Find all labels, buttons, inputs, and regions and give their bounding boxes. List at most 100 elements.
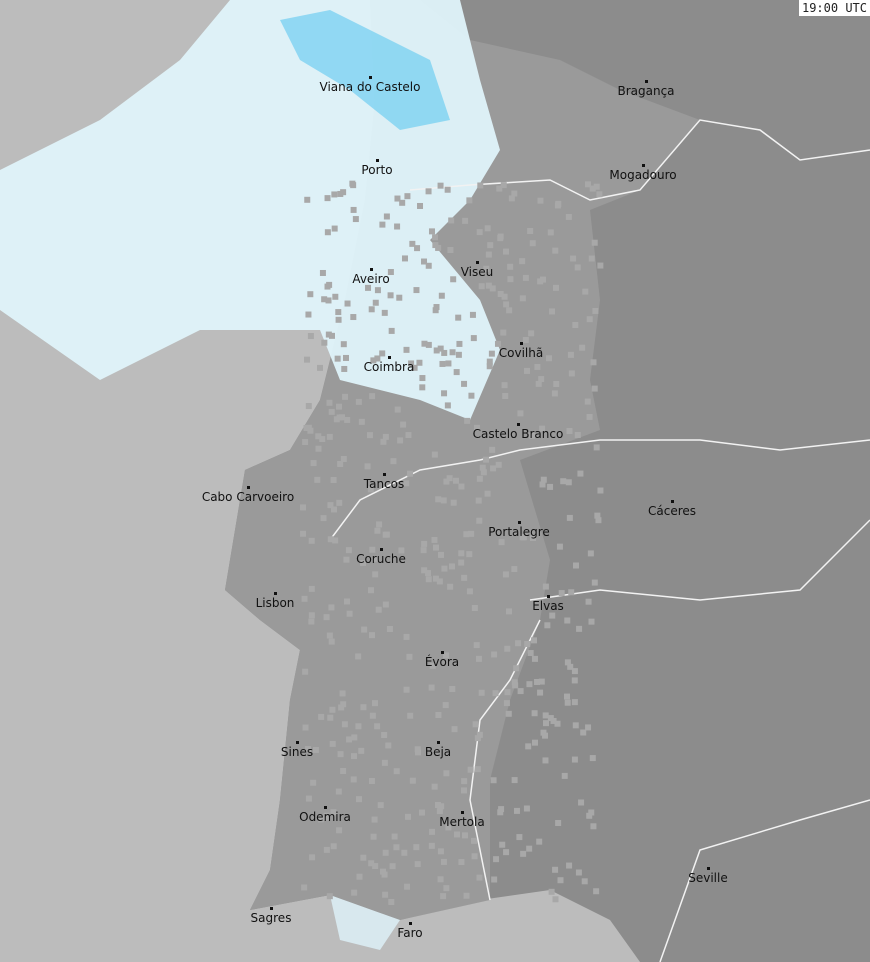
clutter-cell	[519, 295, 526, 302]
clutter-cell	[335, 788, 342, 795]
clutter-cell	[305, 746, 312, 753]
clutter-cell	[369, 393, 376, 400]
city-marker	[409, 922, 412, 925]
clutter-cell	[564, 693, 571, 700]
clutter-cell	[529, 432, 536, 439]
clutter-cell	[503, 248, 510, 255]
city-label: Coimbra	[363, 360, 415, 374]
clutter-cell	[382, 601, 389, 608]
city-label: Portalegre	[488, 525, 550, 539]
clutter-cell	[361, 626, 368, 633]
clutter-cell	[453, 369, 460, 376]
clutter-cell	[387, 292, 394, 299]
clutter-cell	[405, 432, 412, 439]
clutter-cell	[394, 406, 401, 413]
city-label: Covilhã	[498, 346, 544, 360]
clutter-cell	[328, 638, 335, 645]
clutter-cell	[308, 618, 315, 625]
clutter-cell	[489, 446, 496, 453]
clutter-cell	[307, 333, 314, 340]
clutter-cell	[497, 233, 504, 240]
clutter-cell	[421, 567, 428, 574]
city-label: Bragança	[617, 84, 675, 98]
clutter-cell	[332, 293, 339, 300]
clutter-cell	[508, 195, 515, 202]
clutter-cell	[431, 451, 438, 458]
city-label: Faro	[397, 926, 423, 940]
clutter-cell	[552, 896, 559, 903]
clutter-cell	[520, 850, 527, 857]
land-portugal	[225, 0, 700, 920]
clutter-cell	[511, 566, 518, 573]
clutter-cell	[592, 307, 599, 314]
clutter-cell	[308, 612, 315, 619]
clutter-cell	[441, 390, 448, 397]
clutter-cell	[476, 874, 483, 881]
clutter-cell	[308, 537, 315, 544]
clutter-cell	[476, 475, 483, 482]
clutter-cell	[554, 720, 561, 727]
clutter-cell	[522, 336, 529, 343]
clutter-cell	[588, 809, 595, 816]
clutter-cell	[539, 276, 546, 283]
clutter-cell	[417, 202, 424, 209]
clutter-cell	[582, 288, 589, 295]
clutter-cell	[464, 417, 471, 424]
clutter-cell	[330, 843, 337, 850]
clutter-cell	[596, 191, 603, 198]
clutter-cell	[324, 229, 331, 236]
city-marker	[274, 592, 277, 595]
clutter-cell	[406, 653, 413, 660]
clutter-cell	[597, 487, 604, 494]
clutter-cell	[501, 382, 508, 389]
clutter-cell	[472, 721, 479, 728]
clutter-cell	[591, 239, 598, 246]
city-label: Castelo Branco	[472, 427, 564, 441]
clutter-cell	[408, 360, 415, 367]
clutter-cell	[540, 476, 547, 483]
clutter-cell	[356, 873, 363, 880]
clutter-cell	[317, 364, 324, 371]
clutter-cell	[497, 809, 504, 816]
clutter-cell	[522, 274, 529, 281]
clutter-cell	[406, 470, 413, 477]
clutter-cell	[325, 331, 332, 338]
city-marker	[517, 423, 520, 426]
clutter-cell	[567, 351, 574, 358]
clutter-cell	[461, 787, 468, 794]
clutter-cell	[377, 802, 384, 809]
clutter-cell	[566, 862, 573, 869]
clutter-cell	[503, 700, 510, 707]
clutter-cell	[564, 617, 571, 624]
clutter-cell	[382, 433, 389, 440]
clutter-cell	[421, 340, 428, 347]
clutter-cell	[302, 668, 309, 675]
clutter-cell	[554, 202, 561, 209]
clutter-cell	[444, 402, 451, 409]
clutter-cell	[572, 562, 579, 569]
city-label: Cáceres	[647, 504, 697, 518]
clutter-cell	[434, 802, 441, 809]
clutter-cell	[393, 844, 400, 851]
clutter-cell	[414, 746, 421, 753]
city-label: Aveiro	[352, 272, 390, 286]
clutter-cell	[588, 618, 595, 625]
clutter-cell	[335, 309, 342, 316]
clutter-cell	[344, 598, 351, 605]
clutter-cell	[531, 637, 538, 644]
clutter-cell	[340, 456, 347, 463]
clutter-cell	[548, 888, 555, 895]
clutter-cell	[432, 544, 439, 551]
clutter-cell	[319, 436, 326, 443]
clutter-cell	[458, 483, 465, 490]
clutter-cell	[371, 816, 378, 823]
clutter-cell	[547, 483, 554, 490]
clutter-cell	[404, 193, 411, 200]
clutter-cell	[564, 659, 571, 666]
city-marker	[671, 500, 674, 503]
city-label: Beja	[424, 745, 452, 759]
clutter-cell	[580, 729, 587, 736]
clutter-cell	[440, 858, 447, 865]
clutter-cell	[312, 746, 319, 753]
